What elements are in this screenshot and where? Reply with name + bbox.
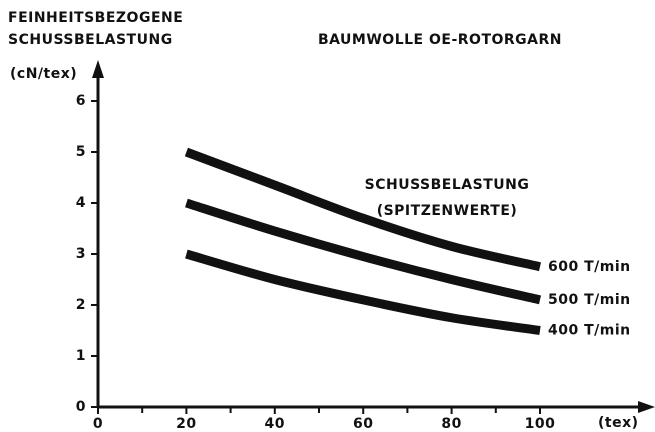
chart-title: BAUMWOLLE OE-ROTORGARN — [318, 32, 562, 48]
series-label: 500 T/min — [548, 292, 631, 308]
y-axis-label: SCHUSSBELASTUNG — [8, 32, 173, 48]
y-tick-label: 1 — [76, 348, 86, 364]
annotation: (SPITZENWERTE) — [377, 203, 518, 219]
x-tick-label: 40 — [265, 416, 285, 432]
annotation: SCHUSSBELASTUNG — [365, 177, 530, 193]
x-tick-label: 80 — [441, 416, 461, 432]
y-tick-label: 2 — [76, 297, 86, 313]
y-axis-label: FEINHEITSBEZOGENE — [8, 10, 183, 26]
y-tick-label: 6 — [76, 93, 86, 109]
y-tick-label: 0 — [76, 399, 86, 415]
series-label: 600 T/min — [548, 259, 631, 275]
x-tick-label: 0 — [93, 416, 103, 432]
series-label: 400 T/min — [548, 323, 631, 339]
x-tick-label: 100 — [525, 416, 556, 432]
line — [185, 198, 542, 305]
y-unit: (cN/tex) — [10, 66, 77, 82]
x-unit: (tex) — [598, 415, 639, 431]
x-tick-label: 20 — [176, 416, 196, 432]
line — [184, 147, 542, 272]
y-axis-arrow — [92, 60, 104, 78]
x-axis-arrow — [638, 401, 655, 413]
x-tick-label: 60 — [353, 416, 373, 432]
y-tick-label: 4 — [76, 195, 86, 211]
y-tick-label: 5 — [76, 144, 86, 160]
line — [185, 249, 541, 335]
y-tick-label: 3 — [76, 246, 86, 262]
